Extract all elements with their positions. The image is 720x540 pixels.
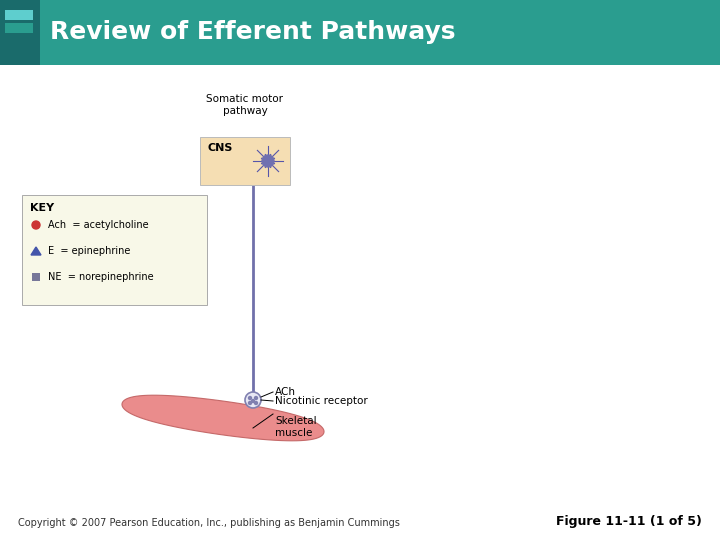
Text: Review of Efferent Pathways: Review of Efferent Pathways xyxy=(50,21,456,44)
Text: Somatic motor
pathway: Somatic motor pathway xyxy=(207,94,284,116)
Text: Ach  = acetylcholine: Ach = acetylcholine xyxy=(48,220,148,230)
Text: E  = epinephrine: E = epinephrine xyxy=(48,246,130,256)
Text: CNS: CNS xyxy=(208,143,233,153)
Text: NE  = norepinephrine: NE = norepinephrine xyxy=(48,272,153,282)
Text: KEY: KEY xyxy=(30,203,54,213)
FancyBboxPatch shape xyxy=(22,195,207,305)
FancyBboxPatch shape xyxy=(5,23,33,33)
FancyBboxPatch shape xyxy=(5,10,33,20)
Circle shape xyxy=(245,392,261,408)
FancyBboxPatch shape xyxy=(0,0,40,65)
Text: Figure 11-11 (1 of 5): Figure 11-11 (1 of 5) xyxy=(556,515,702,528)
Circle shape xyxy=(251,400,254,402)
Circle shape xyxy=(248,402,251,404)
Text: ACh: ACh xyxy=(275,387,296,397)
Circle shape xyxy=(254,402,258,404)
FancyBboxPatch shape xyxy=(5,36,33,46)
Text: Skeletal
muscle: Skeletal muscle xyxy=(275,416,317,437)
Text: Copyright © 2007 Pearson Education, Inc., publishing as Benjamin Cummings: Copyright © 2007 Pearson Education, Inc.… xyxy=(18,518,400,528)
Polygon shape xyxy=(122,395,324,441)
Circle shape xyxy=(32,221,40,229)
Text: Nicotinic receptor: Nicotinic receptor xyxy=(275,396,368,406)
FancyBboxPatch shape xyxy=(0,65,720,540)
FancyBboxPatch shape xyxy=(0,0,720,65)
Circle shape xyxy=(254,396,258,400)
FancyBboxPatch shape xyxy=(32,273,40,281)
Circle shape xyxy=(262,155,274,167)
Polygon shape xyxy=(31,247,41,255)
Circle shape xyxy=(248,396,251,400)
FancyBboxPatch shape xyxy=(200,137,290,185)
